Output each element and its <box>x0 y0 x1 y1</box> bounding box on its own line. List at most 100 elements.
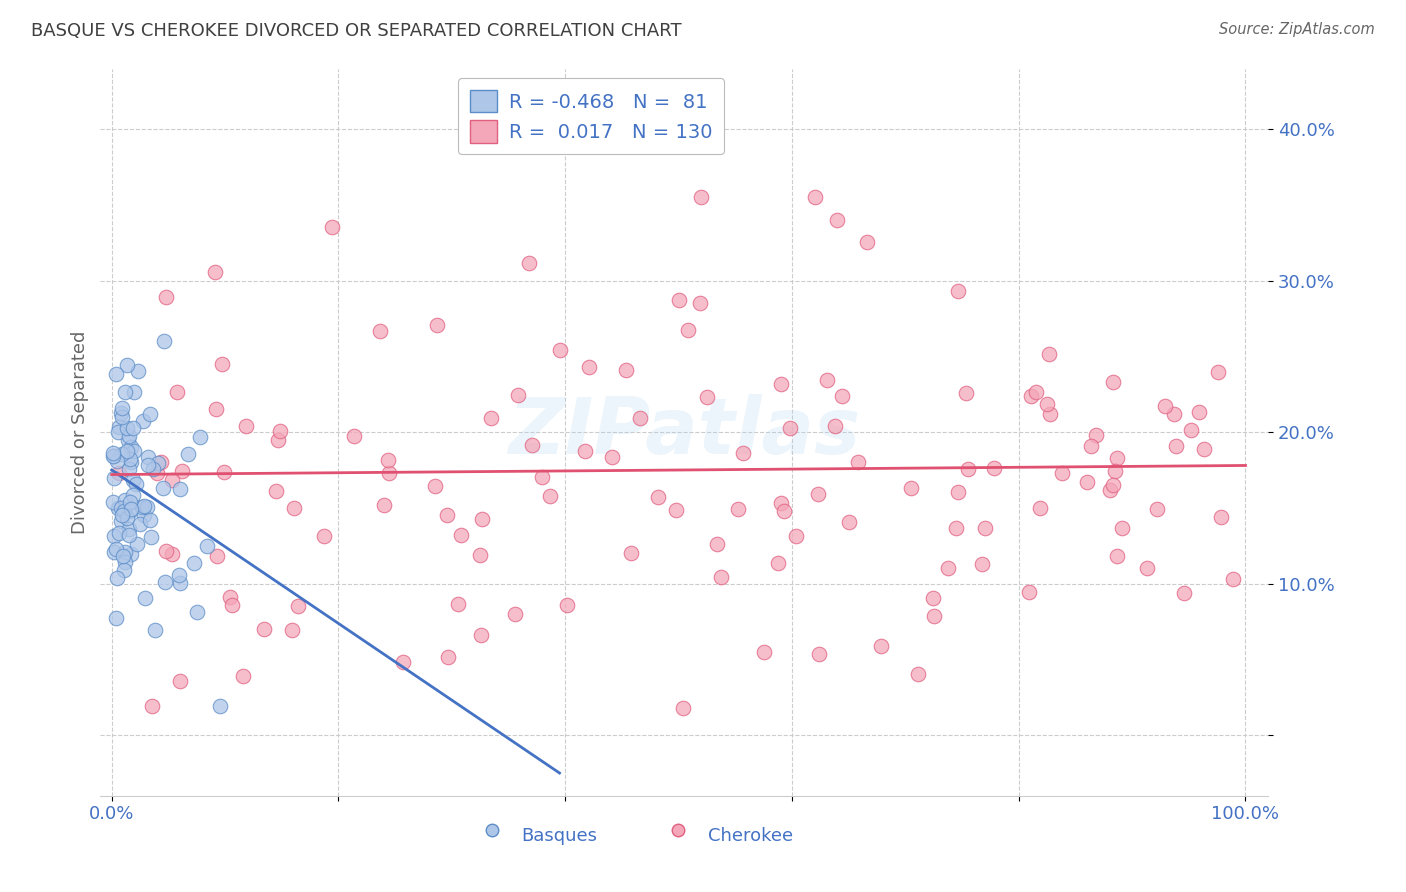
Point <box>1206 365 1229 379</box>
Point <box>391 656 413 670</box>
Point <box>678 323 700 337</box>
Point <box>103 471 125 485</box>
Point <box>153 334 176 348</box>
Point <box>167 567 190 582</box>
Point <box>1035 397 1057 411</box>
Text: Basques: Basques <box>520 827 596 845</box>
Text: ZIPatlas: ZIPatlas <box>508 394 860 470</box>
Point <box>1101 478 1123 492</box>
Point <box>769 496 792 510</box>
Point <box>1025 385 1047 400</box>
Point <box>974 521 997 535</box>
Point <box>426 318 449 332</box>
Point <box>121 488 143 502</box>
Point <box>647 491 669 505</box>
Point <box>710 569 733 583</box>
Point <box>831 389 853 403</box>
Point <box>121 474 143 488</box>
Point <box>1166 439 1188 453</box>
Point <box>155 290 177 304</box>
Point <box>170 464 193 478</box>
Text: Source: ZipAtlas.com: Source: ZipAtlas.com <box>1219 22 1375 37</box>
Point <box>450 527 472 541</box>
Point <box>1076 475 1098 490</box>
Point <box>195 540 218 554</box>
Point <box>117 421 139 435</box>
Point <box>287 599 309 614</box>
Point <box>139 513 162 527</box>
Point <box>110 514 132 528</box>
Point <box>108 467 131 481</box>
Point <box>468 548 491 562</box>
Point <box>118 528 141 542</box>
Point <box>1173 585 1195 599</box>
Point <box>107 500 129 515</box>
Point <box>169 482 191 496</box>
Point <box>105 453 128 467</box>
Point <box>155 544 177 558</box>
Point <box>183 556 205 570</box>
Point <box>1194 442 1216 456</box>
Point <box>668 293 690 307</box>
Point <box>112 563 135 577</box>
Point <box>118 495 141 509</box>
Point <box>972 557 994 571</box>
Point <box>1084 428 1107 442</box>
Point <box>948 284 970 298</box>
Point <box>690 190 713 204</box>
Point <box>672 701 695 715</box>
Point <box>269 424 291 438</box>
Point <box>101 494 124 508</box>
Point <box>139 407 162 421</box>
Point <box>936 561 959 575</box>
Text: BASQUE VS CHEROKEE DIVORCED OR SEPARATED CORRELATION CHART: BASQUE VS CHEROKEE DIVORCED OR SEPARATED… <box>31 22 682 40</box>
Point <box>264 483 287 498</box>
Point <box>807 487 830 501</box>
Point <box>114 545 136 559</box>
Point <box>1039 407 1062 421</box>
Point <box>846 455 869 469</box>
Point <box>508 387 530 401</box>
Point <box>1080 439 1102 453</box>
Point <box>219 590 242 604</box>
Point <box>425 479 447 493</box>
Point <box>108 526 131 541</box>
Point <box>574 444 596 458</box>
Point <box>946 485 969 500</box>
Point <box>343 429 366 443</box>
Point <box>114 555 136 569</box>
Point <box>146 466 169 480</box>
Point <box>815 373 838 387</box>
Point <box>731 446 754 460</box>
Point <box>281 623 304 637</box>
Point <box>770 376 793 391</box>
Point <box>111 447 134 461</box>
Point <box>470 628 492 642</box>
Point <box>135 500 157 514</box>
Point <box>142 462 165 476</box>
Point <box>1029 501 1052 516</box>
Point <box>136 450 159 464</box>
Point <box>127 537 149 551</box>
Point <box>111 549 134 563</box>
Point <box>1019 389 1042 403</box>
Point <box>208 699 231 714</box>
Point <box>1146 501 1168 516</box>
Point <box>122 444 145 458</box>
Point <box>1211 509 1233 524</box>
Point <box>111 409 134 424</box>
Point <box>112 503 135 517</box>
Point <box>368 325 391 339</box>
Point <box>706 537 728 551</box>
Point <box>752 645 775 659</box>
Point <box>471 512 494 526</box>
Point <box>146 456 169 470</box>
Point <box>169 673 191 688</box>
Point <box>136 458 159 473</box>
Point <box>1104 464 1126 478</box>
Point <box>827 212 849 227</box>
Point <box>117 511 139 525</box>
Point <box>212 465 235 479</box>
Point <box>522 438 544 452</box>
Point <box>131 500 153 514</box>
